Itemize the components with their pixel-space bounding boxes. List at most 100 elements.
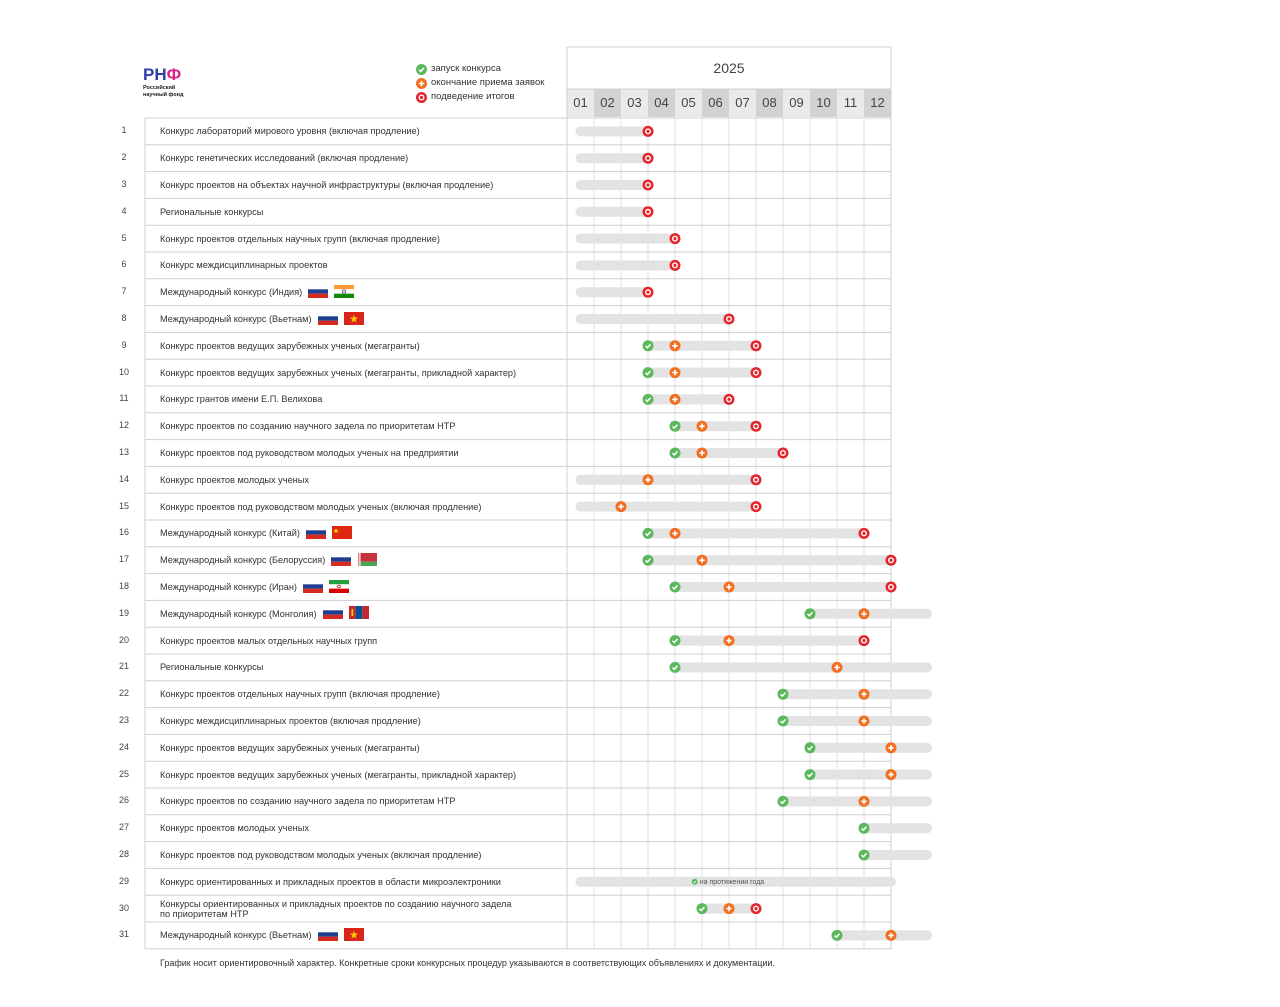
row-number: 18 (118, 581, 129, 591)
month-03: 03 (627, 95, 642, 110)
contest-label-text: Конкурс проектов по созданию научного за… (160, 796, 456, 807)
contest-label-text: Региональные конкурсы (160, 206, 264, 217)
deadline-marker (642, 474, 654, 486)
contest-label: Конкурс проектов ведущих зарубежных учен… (160, 741, 420, 755)
contest-label: Конкурс проектов молодых ученых (160, 473, 309, 487)
legend-launch-label: запуск конкурса (431, 63, 501, 74)
row-number: 24 (118, 741, 129, 752)
row-number: 8 (121, 313, 127, 323)
flag-in-icon (334, 284, 355, 300)
results-marker (642, 206, 654, 218)
deadline-marker (885, 929, 897, 941)
contest-label: Конкурс проектов отдельных научных групп… (160, 687, 440, 701)
contest-label-text: Международный конкурс (Иран) (160, 582, 297, 592)
results-marker (885, 554, 897, 566)
year-header: 2025 (713, 60, 745, 76)
flag-ru-icon (317, 311, 338, 327)
month-12: 12 (870, 95, 885, 110)
ring-icon (416, 91, 427, 103)
contest-label-text: Региональные конкурсы (160, 662, 264, 673)
contest-label-text: Международный конкурс (Вьетнам) (160, 314, 312, 324)
timeline-bar (575, 474, 761, 485)
launch-marker (777, 715, 789, 727)
timeline-bar (643, 340, 761, 351)
timeline-bar (859, 850, 932, 860)
contest-label: Конкурс грантов имени Е.П. Велихова (160, 392, 322, 406)
contest-label-text: Конкурс проектов на объектах научной инф… (160, 180, 494, 190)
launch-marker (804, 608, 816, 620)
timeline-bar (832, 930, 932, 941)
launch-marker (777, 688, 789, 700)
row-number: 10 (118, 366, 129, 377)
row-number: 19 (118, 607, 129, 618)
timeline-bar (643, 367, 761, 378)
contest-label: Конкурс проектов ведущих зарубежных учен… (160, 339, 420, 353)
results-marker (642, 152, 654, 164)
logo-mark-a: РН (143, 65, 167, 84)
row-number: 3 (121, 179, 127, 189)
contest-label: Конкурс проектов под руководством молоды… (160, 848, 481, 862)
results-marker (669, 259, 681, 271)
timeline-bar (670, 448, 788, 458)
contest-label: Конкурс проектов по созданию научного за… (160, 419, 456, 433)
launch-marker (642, 367, 654, 379)
row-number: 23 (118, 715, 129, 725)
deadline-marker (615, 501, 627, 513)
contest-label: Международный конкурс (Монголия) (160, 606, 369, 621)
timeline-bar (670, 582, 896, 592)
contest-label: Международный конкурс (Вьетнам) (160, 927, 364, 942)
timeline-bar (643, 555, 896, 566)
contest-label-text: Конкурс проектов отдельных научных групп… (160, 233, 440, 244)
contest-label-text: Конкурс междисциплинарных проектов (160, 260, 328, 271)
launch-marker (777, 795, 789, 807)
contest-label: Конкурс междисциплинарных проектов (вклю… (160, 714, 421, 728)
timeline-bar (575, 287, 653, 298)
results-marker (750, 367, 762, 379)
contest-label: Конкурс проектов малых отдельных научных… (160, 634, 377, 648)
row-number: 9 (121, 339, 127, 350)
launch-marker (669, 581, 681, 593)
row-number: 20 (118, 634, 129, 645)
results-marker (750, 340, 762, 352)
timeline-bar (805, 769, 932, 780)
flag-vn-icon (343, 311, 364, 327)
contest-label-text: Конкурс проектов ведущих зарубежных учен… (160, 367, 517, 378)
contest-label-text: Конкурс проектов ведущих зарубежных учен… (160, 742, 420, 753)
contest-label-text: Конкурс проектов молодых ученых (160, 474, 309, 485)
results-marker (777, 447, 789, 459)
legend-launch: запуск конкурса (416, 62, 544, 76)
row-number: 14 (118, 473, 129, 484)
legend-deadline: окончание приема заявок (416, 76, 544, 90)
contest-label: Конкурс генетических исследований (включ… (160, 151, 408, 165)
contest-label-text: Конкурс проектов по созданию научного за… (160, 421, 456, 432)
timeline-bar (575, 233, 680, 244)
flag-cn-icon (331, 525, 352, 541)
contest-label-text: Конкурс ориентированных и прикладных про… (160, 876, 501, 887)
month-02: 02 (600, 95, 615, 110)
row-number: 29 (118, 875, 129, 886)
launch-marker (858, 822, 870, 834)
results-marker (858, 527, 870, 539)
month-05: 05 (681, 95, 696, 110)
contest-label-line1: Конкурсы ориентированных и прикладных пр… (160, 898, 512, 909)
launch-marker (696, 903, 708, 915)
month-01: 01 (573, 95, 588, 110)
month-cell-bg (837, 89, 864, 117)
month-10: 10 (816, 95, 831, 110)
deadline-marker (696, 420, 708, 432)
timeline-bar (670, 421, 761, 432)
month-cell-bg (675, 89, 702, 117)
contest-label-text: Международный конкурс (Монголия) (160, 608, 317, 619)
row-number: 13 (118, 447, 129, 457)
row-number: 21 (118, 661, 129, 672)
results-marker (885, 581, 897, 593)
row-number: 7 (121, 286, 127, 297)
results-marker (669, 233, 681, 245)
results-marker (750, 420, 762, 432)
results-marker (642, 286, 654, 298)
timeline-bar (670, 662, 932, 673)
flag-by-icon (357, 552, 378, 568)
launch-marker (858, 849, 870, 861)
launch-marker (642, 554, 654, 566)
results-marker (723, 313, 735, 325)
